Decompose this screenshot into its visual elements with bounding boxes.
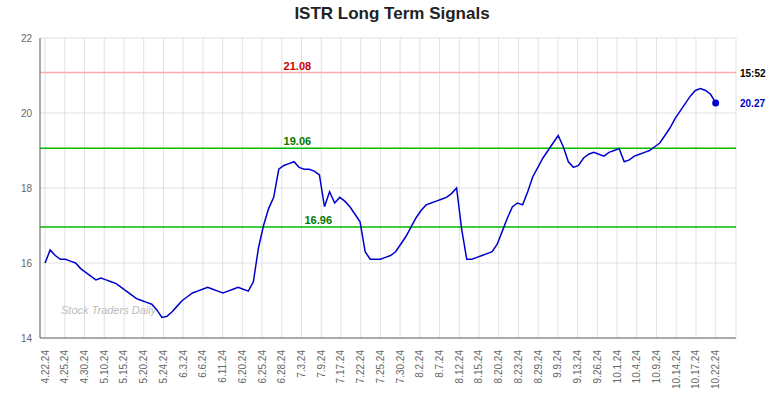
svg-text:7.17.24: 7.17.24	[335, 350, 346, 384]
svg-text:7.25.24: 7.25.24	[375, 350, 386, 384]
svg-text:18: 18	[21, 183, 33, 194]
svg-text:8.12.24: 8.12.24	[454, 350, 465, 384]
svg-text:6.11.24: 6.11.24	[217, 350, 228, 383]
svg-text:9.9.24: 9.9.24	[552, 350, 563, 378]
svg-text:7.3.24: 7.3.24	[296, 350, 307, 378]
svg-text:21.08: 21.08	[284, 60, 312, 72]
svg-text:7.30.24: 7.30.24	[395, 350, 406, 384]
svg-text:9.26.24: 9.26.24	[592, 350, 603, 384]
svg-text:6.25.24: 6.25.24	[257, 350, 268, 384]
svg-text:7.22.24: 7.22.24	[355, 350, 366, 384]
svg-text:8.2.24: 8.2.24	[414, 350, 425, 378]
svg-text:5.20.24: 5.20.24	[138, 350, 149, 384]
svg-text:4.22.24: 4.22.24	[40, 350, 51, 384]
svg-text:22: 22	[21, 33, 33, 44]
svg-text:6.6.24: 6.6.24	[197, 350, 208, 378]
svg-text:8.15.24: 8.15.24	[473, 350, 484, 384]
svg-text:16.96: 16.96	[304, 214, 332, 226]
svg-text:20.27: 20.27	[740, 98, 765, 109]
svg-text:6.20.24: 6.20.24	[237, 350, 248, 384]
svg-text:5.15.24: 5.15.24	[118, 350, 129, 384]
svg-text:5.10.24: 5.10.24	[99, 350, 110, 384]
svg-text:5.24.24: 5.24.24	[158, 350, 169, 384]
svg-text:10.1.24: 10.1.24	[612, 350, 623, 384]
svg-text:10.22.24: 10.22.24	[710, 350, 721, 389]
html-text:Stock Traders Daily: Stock Traders Daily	[61, 304, 157, 316]
svg-text:14: 14	[21, 333, 33, 344]
svg-text:8.7.24: 8.7.24	[434, 350, 445, 378]
svg-text:8.20.24: 8.20.24	[493, 350, 504, 384]
svg-text:10.9.24: 10.9.24	[651, 350, 662, 384]
svg-text:10.4.24: 10.4.24	[631, 350, 642, 384]
svg-text:16: 16	[21, 258, 33, 269]
svg-text:8.23.24: 8.23.24	[513, 350, 524, 384]
svg-text:4.25.24: 4.25.24	[59, 350, 70, 384]
svg-text:4.30.24: 4.30.24	[79, 350, 90, 384]
svg-text:15:52: 15:52	[740, 68, 766, 79]
svg-text:9.13.24: 9.13.24	[572, 350, 583, 384]
svg-text:6.3.24: 6.3.24	[178, 350, 189, 378]
html-text:ISTR Long Term Signals: ISTR Long Term Signals	[294, 4, 490, 23]
svg-text:10.14.24: 10.14.24	[671, 350, 682, 389]
svg-text:19.06: 19.06	[284, 135, 312, 147]
svg-text:7.9.24: 7.9.24	[316, 350, 327, 378]
svg-text:10.17.24: 10.17.24	[690, 350, 701, 389]
svg-text:6.28.24: 6.28.24	[276, 350, 287, 384]
svg-text:8.29.24: 8.29.24	[533, 350, 544, 384]
svg-text:20: 20	[21, 108, 33, 119]
